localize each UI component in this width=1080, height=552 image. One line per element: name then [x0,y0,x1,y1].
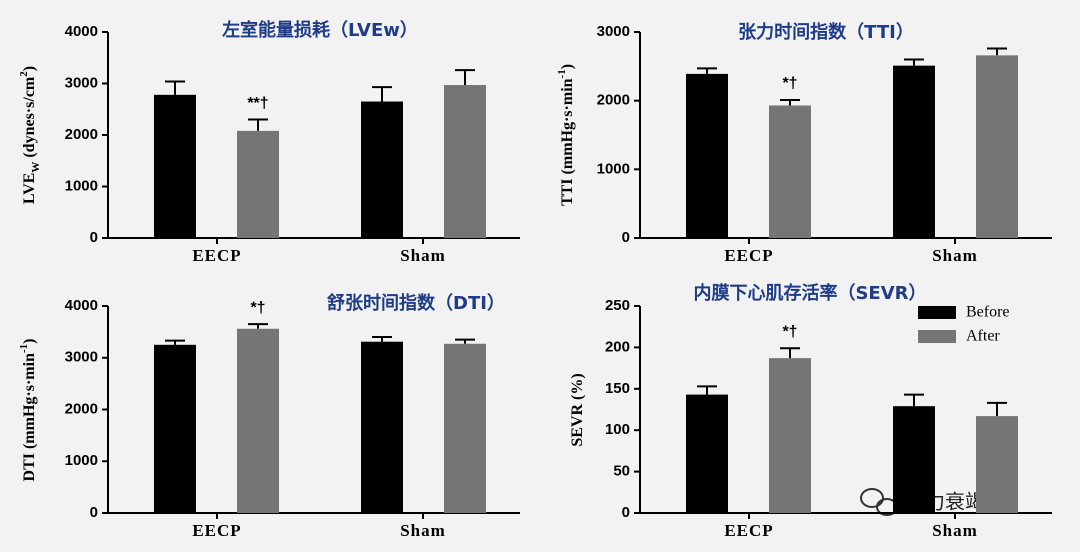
bar [769,358,811,513]
legend-swatch [918,306,956,319]
y-tick-label: 2000 [65,126,98,143]
legend-swatch [918,330,956,343]
bar [154,94,196,238]
y-axis-label-part: -1 [18,344,30,353]
y-axis-label-part: DTI (mmHg·s·min [21,353,38,482]
x-tick-label: EECP [192,246,241,265]
x-tick-label: Sham [400,246,446,265]
bar [686,394,728,513]
y-tick-label: 0 [90,504,98,521]
bar [769,105,811,239]
y-tick-label: 0 [90,229,98,246]
y-tick-label: 150 [605,380,630,397]
annotation: *† [250,299,265,316]
chart-title: 张力时间指数（TTI） [738,21,914,43]
legend-label: Before [966,304,1010,321]
y-axis-label: LVEW (dynes·s/cm2) [18,66,42,204]
x-tick-label: EECP [724,521,773,540]
bar [154,344,196,513]
y-tick-label: 3000 [65,349,98,366]
y-axis-label-part: W [30,162,42,173]
panel: 舒张时间指数（DTI） DTI (mmHg·s·min-1) 0 1000 2000 30… [18,292,520,540]
chart-title: 舒张时间指数（DTI） [327,292,505,314]
annotation: **† [247,95,268,112]
y-tick-label: 2000 [65,400,98,417]
chart-title: 左室能量损耗（LVEw） [222,19,418,41]
bar [893,406,935,513]
y-tick-label: 50 [613,463,630,480]
y-axis-label-part: ) [559,64,576,69]
y-axis-label: TTI (mmHg·s·min-1) [556,64,576,206]
y-tick-label: 3000 [597,23,630,40]
y-tick-label: 100 [605,421,630,438]
y-axis-label-part: -1 [556,69,568,78]
y-axis-label: SEVR (%) [569,373,586,446]
y-tick-label: 4000 [65,297,98,314]
annotation: *† [782,323,797,340]
y-axis-label-part: LVE [21,173,38,204]
y-axis-label-part: 2 [18,71,30,77]
y-axis-label-part: TTI (mmHg·s·min [559,78,576,206]
y-tick-label: 3000 [65,74,98,91]
bar [976,55,1018,239]
x-tick-label: Sham [932,521,978,540]
y-axis-label: DTI (mmHg·s·min-1) [18,339,38,482]
bar [361,341,403,513]
x-tick-label: EECP [724,246,773,265]
y-tick-label: 200 [605,338,630,355]
bar [237,130,279,238]
x-tick-label: Sham [400,521,446,540]
bar [893,65,935,238]
y-tick-label: 250 [605,297,630,314]
bar [444,85,486,238]
chart-title: 内膜下心肌存活率（SEVR） [693,282,926,304]
annotation: *† [782,75,797,92]
x-tick-label: EECP [192,521,241,540]
y-axis-label-part: SEVR (%) [569,373,586,446]
panel: 张力时间指数（TTI） TTI (mmHg·s·min-1) 0 1000 2000 30… [556,21,1052,265]
y-tick-label: 1000 [65,177,98,194]
panel: 内膜下心肌存活率（SEVR） SEVR (%) 0 50 100 150 200 250 EEC… [569,282,1052,540]
bar [444,343,486,513]
y-tick-label: 2000 [597,92,630,109]
x-tick-label: Sham [932,246,978,265]
y-tick-label: 0 [622,229,630,246]
y-tick-label: 1000 [597,160,630,177]
panel: 左室能量损耗（LVEw） LVEW (dynes·s/cm2) 0 1000 2000 3… [18,19,520,265]
y-axis-label-part: ) [21,66,38,71]
y-tick-label: 0 [622,504,630,521]
y-axis-label-part: ) [21,339,38,344]
bar [976,416,1018,513]
y-axis-label-part: (dynes·s/cm [21,76,38,162]
legend-label: After [966,328,1000,345]
bar [237,328,279,513]
y-tick-label: 4000 [65,23,98,40]
bar [361,101,403,239]
y-tick-label: 1000 [65,452,98,469]
bar [686,73,728,239]
